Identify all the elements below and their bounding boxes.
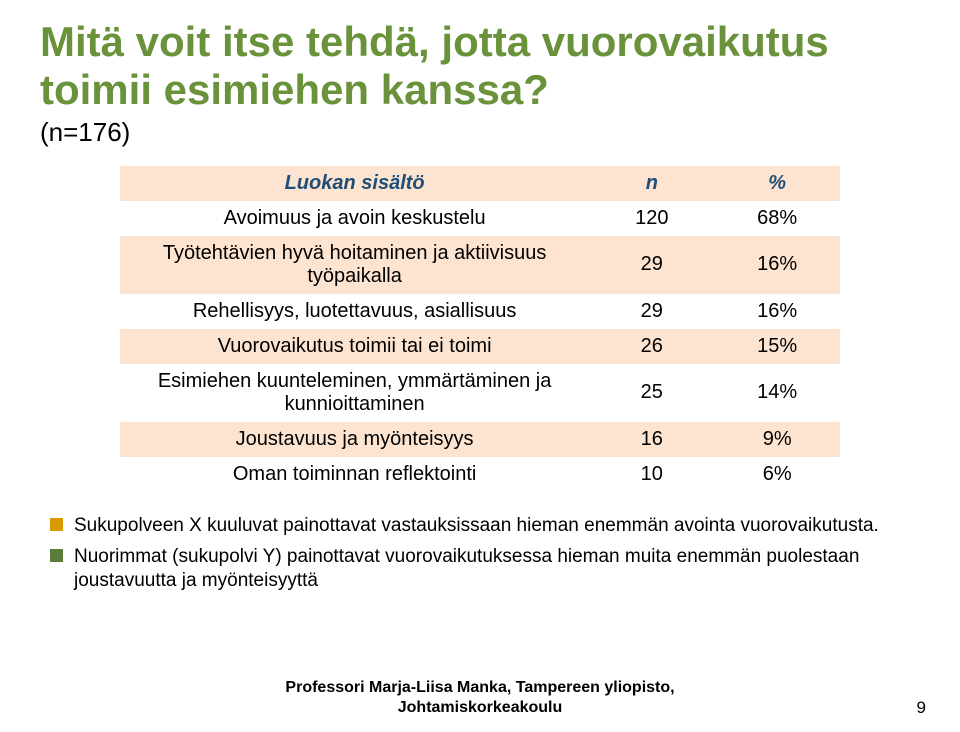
row-n: 29 bbox=[589, 236, 714, 294]
row-n: 16 bbox=[589, 422, 714, 457]
row-pct: 6% bbox=[714, 457, 840, 492]
footer-credit: Professori Marja-Liisa Manka, Tampereen … bbox=[0, 678, 960, 718]
slide-title: Mitä voit itse tehdä, jotta vuorovaikutu… bbox=[40, 18, 920, 115]
footer-line-2: Johtamiskorkeakoulu bbox=[398, 699, 563, 716]
title-line-2: toimii esimiehen kanssa? bbox=[40, 66, 549, 113]
sample-size-note: (n=176) bbox=[40, 117, 920, 148]
row-n: 26 bbox=[589, 329, 714, 364]
table-row: Rehellisyys, luotettavuus, asiallisuus 2… bbox=[120, 294, 840, 329]
row-n: 25 bbox=[589, 364, 714, 422]
col-header-label: Luokan sisältö bbox=[120, 166, 589, 201]
row-n: 10 bbox=[589, 457, 714, 492]
row-pct: 16% bbox=[714, 236, 840, 294]
row-pct: 68% bbox=[714, 201, 840, 236]
table-header-row: Luokan sisältö n % bbox=[120, 166, 840, 201]
bullet-list: Sukupolveen X kuuluvat painottavat vasta… bbox=[46, 514, 920, 593]
row-label: Esimiehen kuunteleminen, ymmärtäminen ja… bbox=[120, 364, 589, 422]
row-n: 120 bbox=[589, 201, 714, 236]
row-label: Avoimuus ja avoin keskustelu bbox=[120, 201, 589, 236]
row-label: Työtehtävien hyvä hoitaminen ja aktiivis… bbox=[120, 236, 589, 294]
row-pct: 16% bbox=[714, 294, 840, 329]
row-label: Vuorovaikutus toimii tai ei toimi bbox=[120, 329, 589, 364]
title-line-1: Mitä voit itse tehdä, jotta vuorovaikutu… bbox=[40, 18, 829, 65]
table-row: Avoimuus ja avoin keskustelu 120 68% bbox=[120, 201, 840, 236]
table-row: Työtehtävien hyvä hoitaminen ja aktiivis… bbox=[120, 236, 840, 294]
row-pct: 15% bbox=[714, 329, 840, 364]
slide: Mitä voit itse tehdä, jotta vuorovaikutu… bbox=[0, 0, 960, 732]
footer-line-1: Professori Marja-Liisa Manka, Tampereen … bbox=[285, 679, 674, 696]
row-n: 29 bbox=[589, 294, 714, 329]
results-table: Luokan sisältö n % Avoimuus ja avoin kes… bbox=[120, 166, 840, 492]
col-header-pct: % bbox=[714, 166, 840, 201]
bullet-text: Sukupolveen X kuuluvat painottavat vasta… bbox=[74, 515, 879, 536]
row-label: Oman toiminnan reflektointi bbox=[120, 457, 589, 492]
bullet-text: Nuorimmat (sukupolvi Y) painottavat vuor… bbox=[74, 546, 859, 591]
row-pct: 9% bbox=[714, 422, 840, 457]
table-row: Esimiehen kuunteleminen, ymmärtäminen ja… bbox=[120, 364, 840, 422]
table-row: Vuorovaikutus toimii tai ei toimi 26 15% bbox=[120, 329, 840, 364]
row-label: Joustavuus ja myönteisyys bbox=[120, 422, 589, 457]
row-label: Rehellisyys, luotettavuus, asiallisuus bbox=[120, 294, 589, 329]
table-row: Oman toiminnan reflektointi 10 6% bbox=[120, 457, 840, 492]
bullet-item: Nuorimmat (sukupolvi Y) painottavat vuor… bbox=[46, 545, 920, 593]
col-header-n: n bbox=[589, 166, 714, 201]
row-pct: 14% bbox=[714, 364, 840, 422]
table-row: Joustavuus ja myönteisyys 16 9% bbox=[120, 422, 840, 457]
bullet-item: Sukupolveen X kuuluvat painottavat vasta… bbox=[46, 514, 920, 538]
page-number: 9 bbox=[917, 698, 926, 718]
